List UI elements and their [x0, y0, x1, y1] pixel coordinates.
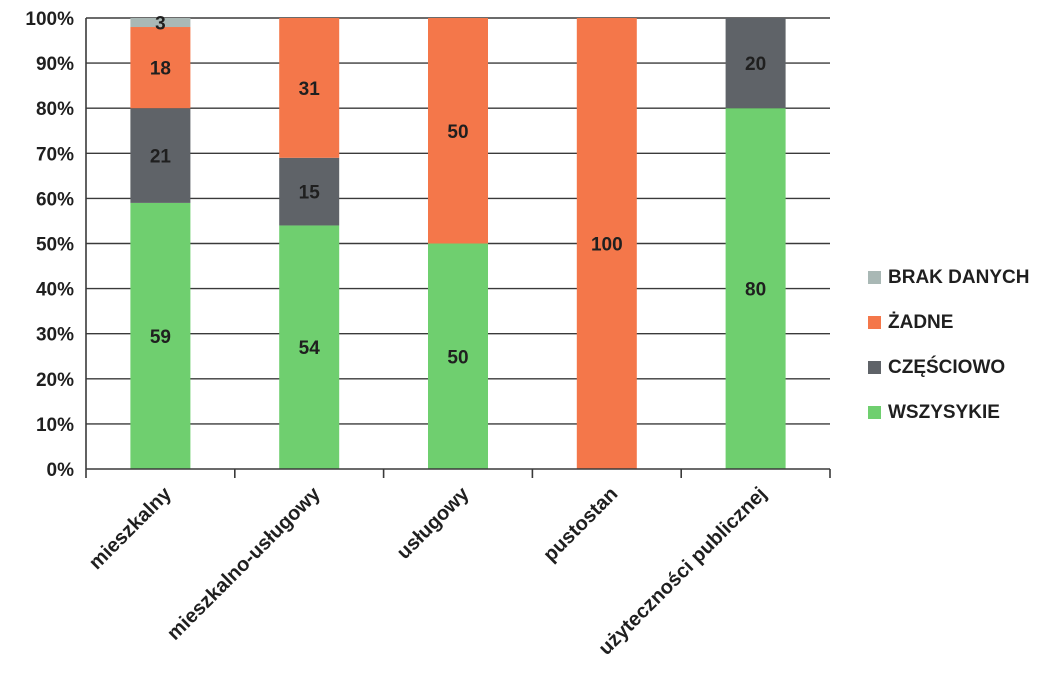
y-tick-label: 20%: [36, 370, 74, 391]
y-tick-label: 40%: [36, 280, 74, 301]
y-tick-label: 50%: [36, 235, 74, 256]
data-label: 20: [745, 54, 766, 75]
x-tick-label: użyteczności publicznej: [594, 483, 771, 660]
data-label: 59: [150, 327, 171, 348]
y-tick-label: 80%: [36, 99, 74, 120]
legend: BRAK DANYCH ŻADNE CZĘŚCIOWO WSZYSYKIE: [868, 267, 1029, 423]
data-label: 3: [155, 14, 166, 35]
x-tick-label: usługowy: [393, 482, 474, 563]
y-tick-label: 0%: [47, 460, 75, 481]
y-tick-label: 70%: [36, 144, 74, 165]
x-tick-label: mieszkalno-usługowy: [163, 482, 325, 644]
bar-segment: CZĘŚCIOWO: 20: [725, 18, 786, 109]
x-tick-label: pustostan: [539, 483, 622, 566]
x-tick-label: mieszkalny: [85, 482, 177, 574]
legend-label: WSZYSYKIE: [888, 402, 1000, 423]
y-tick-label: 100%: [25, 9, 74, 30]
legend-label: CZĘŚCIOWO: [888, 356, 1005, 378]
legend-swatch: [868, 271, 881, 284]
y-tick-label: 90%: [36, 54, 74, 75]
legend-swatch: [868, 406, 881, 419]
data-label: 50: [447, 122, 468, 143]
legend-label: ŻADNE: [888, 312, 953, 333]
y-tick-label: 10%: [36, 415, 74, 436]
bar-layer: WSZYSYKIE: 59CZĘŚCIOWO: 21ŻADNE: 18BRAK …: [130, 18, 786, 469]
legend-swatch: [868, 361, 881, 374]
bar-segment: BRAK DANYCH: 3: [130, 18, 191, 28]
bar-segment: WSZYSYKIE: 50: [428, 243, 488, 469]
data-label: 21: [150, 147, 172, 168]
bar-segment: ŻADNE: 100: [576, 18, 637, 469]
data-label: 50: [447, 347, 468, 368]
legend-swatch: [868, 316, 881, 329]
data-label: 18: [150, 59, 171, 80]
bar-segment: ŻADNE: 18: [130, 27, 191, 109]
bar-segment: ŻADNE: 50: [428, 18, 488, 244]
bar-segment: WSZYSYKIE: 54: [279, 225, 340, 469]
data-label: 31: [299, 79, 321, 100]
data-label: 54: [299, 338, 321, 359]
bar-segment: WSZYSYKIE: 80: [725, 108, 786, 469]
data-label: 15: [299, 183, 321, 204]
bar-segment: CZĘŚCIOWO: 15: [279, 157, 340, 226]
legend-label: BRAK DANYCH: [888, 267, 1029, 288]
data-label-layer: 59 21 18 3 54 15 31 50 50 100 80 20: [150, 14, 766, 369]
y-tick-label: 30%: [36, 325, 74, 346]
data-label: 80: [745, 280, 766, 301]
y-tick-label: 60%: [36, 189, 74, 210]
bar-segment: ŻADNE: 31: [279, 18, 340, 158]
data-label: 100: [591, 235, 623, 256]
bar-segment: WSZYSYKIE: 59: [130, 202, 191, 469]
bar-segment: CZĘŚCIOWO: 21: [130, 108, 191, 203]
